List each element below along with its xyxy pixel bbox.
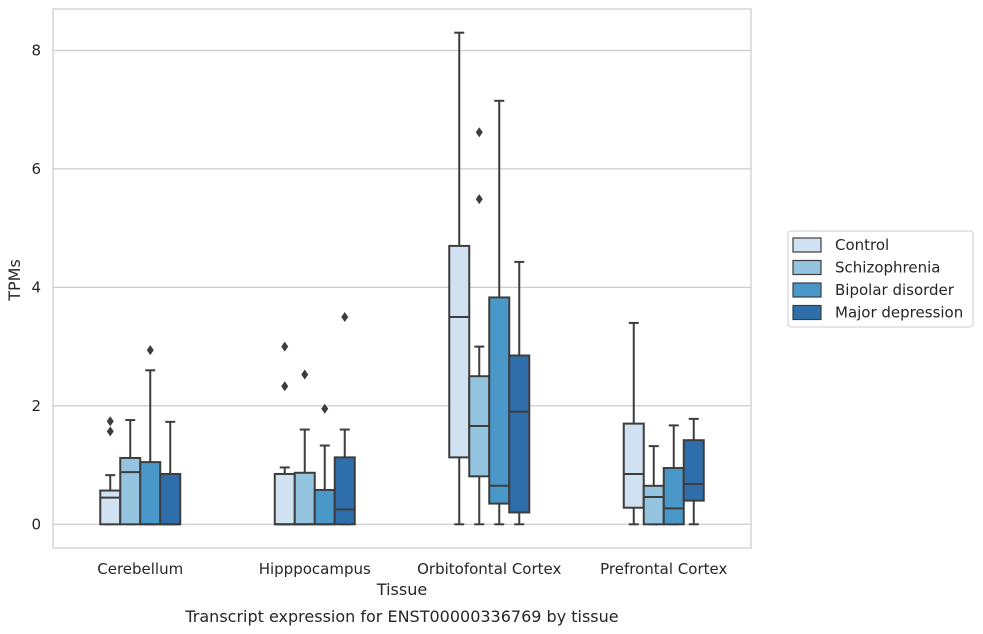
outlier-point (281, 341, 289, 352)
outlier-point (475, 127, 483, 138)
y-tick-label: 8 (31, 41, 41, 59)
box-1-2 (468, 127, 491, 526)
outlier-point (475, 194, 483, 205)
box-3-1 (333, 312, 356, 526)
box-2-0 (139, 345, 162, 526)
y-axis-label: TPMs (5, 259, 24, 302)
box-iqr (273, 472, 296, 526)
x-tick-label: Prefrontal Cortex (600, 560, 727, 578)
legend-label: Bipolar disorder (835, 281, 955, 299)
legend: Control Schizophrenia Bipolar disorder Majo… (787, 230, 974, 328)
box-0-3 (622, 321, 645, 526)
box-iqr (139, 461, 162, 526)
outlier-point (321, 403, 329, 414)
box-3-2 (508, 260, 531, 526)
legend-label: Control (835, 236, 889, 254)
legend-label: Major depression (835, 304, 963, 322)
box-iqr (159, 472, 182, 526)
box-iqr (622, 422, 645, 509)
box-iqr (313, 488, 336, 526)
box-1-0 (119, 419, 142, 526)
y-axis-ticks: 0 2 4 6 8 (31, 41, 41, 533)
outlier-point (106, 416, 114, 427)
plot-area-frame (52, 8, 752, 549)
y-tick-label: 2 (31, 397, 41, 415)
legend-swatch (792, 259, 822, 276)
outlier-point (146, 345, 154, 356)
y-tick-label: 0 (31, 515, 41, 533)
outlier-point (281, 381, 289, 392)
y-tick-label: 4 (31, 278, 41, 296)
box-iqr (448, 244, 471, 459)
legend-frame (787, 230, 974, 328)
x-axis-label: Tissue (376, 580, 427, 599)
outlier-point (341, 312, 349, 322)
box-3-3 (682, 417, 705, 526)
x-tick-label: Orbitofontal Cortex (417, 560, 561, 578)
box-2-2 (488, 99, 511, 526)
legend-label: Schizophrenia (835, 259, 940, 277)
box-iqr (488, 296, 511, 505)
box-2-3 (662, 424, 685, 526)
x-tick-label: Hipppocampus (259, 560, 371, 578)
x-tick-label: Cerebellum (97, 560, 183, 578)
chart-caption: Transcript expression for ENST0000033676… (184, 607, 618, 626)
x-axis-ticks: Cerebellum Hipppocampus Orbitofontal Corte… (97, 560, 727, 578)
box-1-1 (293, 369, 316, 526)
box-0-2 (448, 31, 471, 526)
box-iqr (293, 471, 316, 526)
box-iqr (119, 456, 142, 526)
box-iqr (642, 484, 665, 526)
legend-swatch (792, 304, 822, 321)
outlier-point (106, 426, 114, 437)
box-plots (99, 31, 705, 526)
box-iqr (508, 354, 531, 514)
legend-swatch (792, 282, 822, 298)
box-2-1 (313, 403, 336, 526)
y-tick-label: 6 (31, 160, 41, 178)
box-iqr (682, 439, 705, 502)
box-0-0 (99, 416, 122, 526)
legend-swatch (792, 237, 822, 253)
box-iqr (333, 456, 356, 526)
box-3-0 (159, 420, 182, 526)
box-0-1 (273, 341, 296, 526)
outlier-point (301, 369, 309, 380)
box-iqr (662, 467, 685, 526)
box-iqr (99, 489, 122, 526)
box-1-3 (642, 445, 665, 526)
gridlines (53, 49, 751, 525)
